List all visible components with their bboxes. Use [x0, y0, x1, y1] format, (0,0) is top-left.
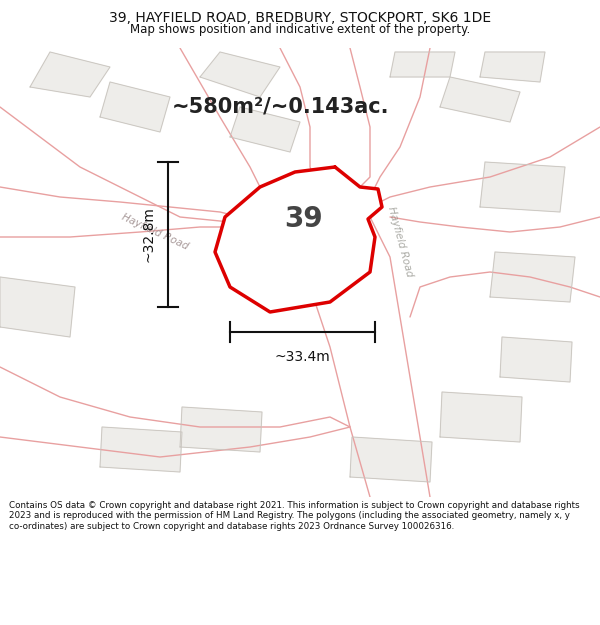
Text: Map shows position and indicative extent of the property.: Map shows position and indicative extent… — [130, 23, 470, 36]
Text: Hayfield Road: Hayfield Road — [386, 206, 414, 278]
Polygon shape — [230, 107, 300, 152]
Polygon shape — [100, 427, 182, 472]
Polygon shape — [30, 52, 110, 97]
Polygon shape — [440, 392, 522, 442]
Polygon shape — [0, 277, 75, 337]
Polygon shape — [180, 407, 262, 452]
Text: ~32.8m: ~32.8m — [142, 206, 156, 262]
Polygon shape — [215, 167, 382, 312]
Polygon shape — [490, 252, 575, 302]
Text: Contains OS data © Crown copyright and database right 2021. This information is : Contains OS data © Crown copyright and d… — [9, 501, 580, 531]
Polygon shape — [500, 337, 572, 382]
Polygon shape — [480, 162, 565, 212]
Polygon shape — [390, 52, 455, 77]
Text: 39: 39 — [284, 205, 323, 233]
Polygon shape — [350, 437, 432, 482]
Polygon shape — [480, 52, 545, 82]
Polygon shape — [100, 82, 170, 132]
Text: ~580m²/~0.143ac.: ~580m²/~0.143ac. — [171, 97, 389, 117]
Text: Hayfield Road: Hayfield Road — [120, 212, 190, 252]
Text: ~33.4m: ~33.4m — [275, 350, 331, 364]
Polygon shape — [200, 52, 280, 97]
Polygon shape — [440, 77, 520, 122]
Text: 39, HAYFIELD ROAD, BREDBURY, STOCKPORT, SK6 1DE: 39, HAYFIELD ROAD, BREDBURY, STOCKPORT, … — [109, 11, 491, 24]
